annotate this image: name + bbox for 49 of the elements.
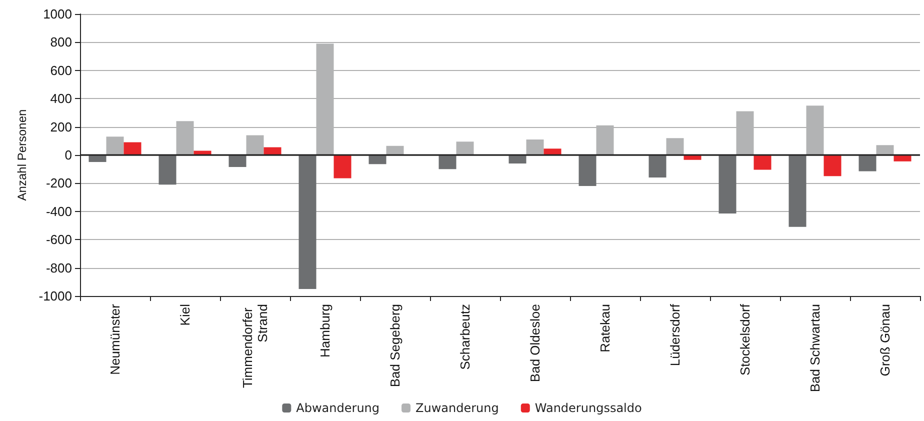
- y-tick-label: -800: [46, 260, 72, 276]
- bar: [386, 146, 404, 155]
- bar: [438, 155, 456, 170]
- bar: [124, 142, 142, 155]
- y-tick-label: 1000: [43, 6, 72, 22]
- x-tick-label: Kiel: [178, 304, 192, 326]
- bar: [788, 155, 806, 227]
- x-tick-label: Stockelsdorf: [738, 304, 752, 376]
- x-tick-label: Lüdersdorf: [668, 304, 682, 366]
- bar: [578, 155, 596, 186]
- bar: [876, 145, 894, 155]
- x-tick-label: Bad Segeberg: [388, 304, 402, 388]
- legend-label: Wanderungssaldo: [534, 401, 642, 415]
- y-tick-label: -200: [46, 176, 72, 191]
- bar: [106, 136, 124, 155]
- bar: [858, 155, 876, 172]
- bar: [334, 155, 352, 178]
- bar: [718, 155, 736, 214]
- bar: [526, 139, 544, 155]
- x-tick-label: Neumünster: [108, 303, 122, 375]
- y-tick-label: -600: [46, 232, 72, 248]
- bar: [666, 138, 684, 155]
- y-axis-title: Anzahl Personen: [14, 109, 29, 201]
- bar: [228, 155, 246, 167]
- y-tick-label: 600: [50, 62, 72, 78]
- y-tick-label: 800: [50, 34, 72, 50]
- bar: [456, 142, 474, 155]
- bar: [298, 155, 316, 289]
- y-tick-label: -400: [46, 204, 72, 219]
- y-tick-label: 400: [50, 91, 72, 106]
- y-tick-label: 0: [64, 148, 72, 162]
- y-tick-label: 200: [50, 119, 72, 134]
- x-tick-label: Groß Gönau: [878, 304, 892, 376]
- bar: [754, 155, 772, 170]
- x-tick-label: Timmendorfer Strand: [240, 304, 270, 388]
- x-tick-label: Hamburg: [318, 304, 332, 358]
- bar: [158, 155, 176, 185]
- y-tick-label: -1000: [38, 288, 72, 304]
- legend-label: Zuwanderung: [416, 401, 499, 415]
- x-tick-label: Ratekau: [598, 304, 612, 352]
- bar: [544, 148, 562, 155]
- bar: [246, 135, 264, 155]
- bar: [648, 155, 666, 178]
- x-tick-label: Bad Oldesloe: [528, 304, 542, 382]
- legend-label: Abwanderung: [296, 401, 380, 415]
- bar: [824, 155, 842, 176]
- x-tick-label: Bad Schwartau: [808, 304, 822, 392]
- bar: [264, 147, 282, 155]
- x-tick-label: Scharbeutz: [458, 304, 472, 370]
